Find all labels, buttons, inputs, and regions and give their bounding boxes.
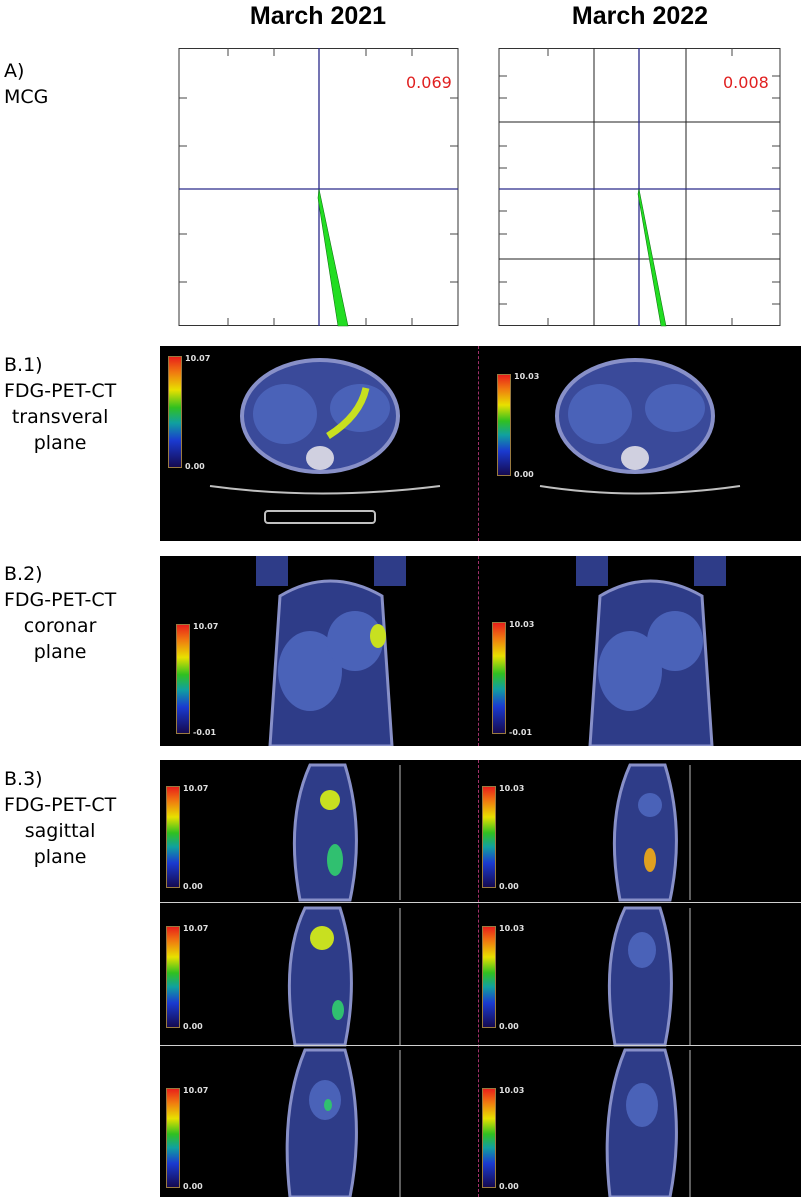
scan-2022 [539, 358, 741, 495]
scale-max: 10.03 [499, 1086, 525, 1095]
scale-max: 10.03 [509, 620, 535, 629]
scale-min: 0.00 [183, 1182, 203, 1191]
scan-2022-slice-3 [605, 1048, 691, 1197]
scale-min: 0.00 [499, 882, 519, 891]
pet-transversal-panel: 10.07 0.00 10.03 0.00 [160, 346, 801, 541]
color-scale: 10.03 0.00 [482, 924, 525, 1031]
coronar-scan-images [256, 556, 726, 746]
mcg-current-vector [317, 188, 349, 327]
scan-2021-slice-2 [287, 906, 401, 1047]
scale-min: 0.00 [499, 1182, 519, 1191]
panel-divider [478, 556, 479, 746]
scale-min: 0.00 [185, 462, 205, 471]
color-scale-bar [166, 926, 180, 1028]
row-label-sagittal: B.3) FDG-PET-CT sagittal plane [4, 766, 116, 870]
color-scale-bar [482, 926, 496, 1028]
color-scale-bar [492, 622, 506, 734]
color-scale-bar [482, 1088, 496, 1188]
color-scale-bar [168, 356, 182, 468]
sagittal-scan-images [285, 763, 691, 1197]
scale-min: 0.00 [499, 1022, 519, 1031]
color-scale: 10.03 0.00 [497, 372, 540, 479]
panel-divider [478, 760, 479, 1197]
scale-min: 0.00 [183, 1022, 203, 1031]
color-scale-bar [497, 374, 511, 476]
scale-max: 10.03 [499, 924, 525, 933]
color-scale: 10.07 0.00 [166, 784, 209, 891]
panel-divider [478, 346, 479, 541]
column-title-2022: March 2022 [571, 2, 709, 30]
scale-min: -0.01 [193, 728, 217, 737]
label-line: A) [4, 60, 25, 82]
color-scale: 10.03 0.00 [482, 1086, 525, 1191]
scale-min: 0.00 [183, 882, 203, 891]
pet-sagittal-panel: 10.07 0.00 10.03 0.00 10.07 0.00 10.03 0… [160, 760, 801, 1197]
color-scale-bar [166, 1088, 180, 1188]
scale-max: 10.07 [183, 1086, 209, 1095]
mcg-plot-2022: 0.008 [498, 48, 781, 327]
label-line: coronar [23, 615, 97, 637]
color-scale-bar [482, 786, 496, 888]
label-line: plane [33, 846, 87, 868]
label-line: FDG-PET-CT [4, 794, 117, 816]
color-scale-bar [166, 786, 180, 888]
scan-2022-slice-1 [612, 763, 691, 902]
mcg-plot-2021: 0.069 [178, 48, 459, 327]
color-scale: 10.07 0.00 [166, 1086, 209, 1191]
color-scale: 10.07 0.00 [168, 354, 211, 471]
label-line: FDG-PET-CT [4, 380, 117, 402]
tick-marks [499, 48, 780, 326]
label-line: plane [33, 432, 87, 454]
scan-2022-slice-2 [607, 906, 691, 1047]
mcg-value: 0.069 [406, 73, 452, 92]
row-label-mcg: A) MCG [4, 58, 48, 110]
label-line: FDG-PET-CT [4, 589, 117, 611]
scale-min: -0.01 [509, 728, 533, 737]
scan-2021 [256, 556, 406, 746]
scan-2021-slice-3 [285, 1048, 401, 1197]
pet-coronar-panel: 10.07 -0.01 10.03 -0.01 [160, 556, 801, 746]
mcg-value: 0.008 [723, 73, 769, 92]
color-scale-bar [176, 624, 190, 734]
scale-max: 10.07 [193, 622, 219, 631]
scale-max: 10.07 [183, 924, 209, 933]
scale-max: 10.07 [183, 784, 209, 793]
mcg-current-vector [637, 188, 667, 327]
label-line: MCG [4, 86, 49, 108]
scale-min: 0.00 [514, 470, 534, 479]
color-scale: 10.07 -0.01 [176, 622, 219, 737]
color-scale: 10.07 0.00 [166, 924, 209, 1031]
transversal-scan-images [209, 358, 741, 524]
color-scale: 10.03 -0.01 [492, 620, 535, 737]
column-title-2021: March 2021 [249, 2, 387, 30]
label-line: sagittal [24, 820, 96, 842]
row-label-coronar: B.2) FDG-PET-CT coronar plane [4, 561, 116, 665]
scan-2021 [209, 358, 441, 524]
sagittal-slice-separator [160, 902, 801, 903]
scale-max: 10.03 [499, 784, 525, 793]
row-label-transversal: B.1) FDG-PET-CT transveral plane [4, 352, 116, 456]
scale-max: 10.07 [185, 354, 211, 363]
label-line: B.1) [4, 354, 43, 376]
scan-2022 [576, 556, 726, 746]
color-scale: 10.03 0.00 [482, 784, 525, 891]
label-line: B.3) [4, 768, 43, 790]
scan-2021-slice-1 [292, 763, 401, 902]
label-line: plane [33, 641, 87, 663]
label-line: transveral [11, 406, 109, 428]
sagittal-slice-separator [160, 1045, 801, 1046]
scale-max: 10.03 [514, 372, 540, 381]
tick-marks [179, 48, 458, 326]
label-line: B.2) [4, 563, 43, 585]
